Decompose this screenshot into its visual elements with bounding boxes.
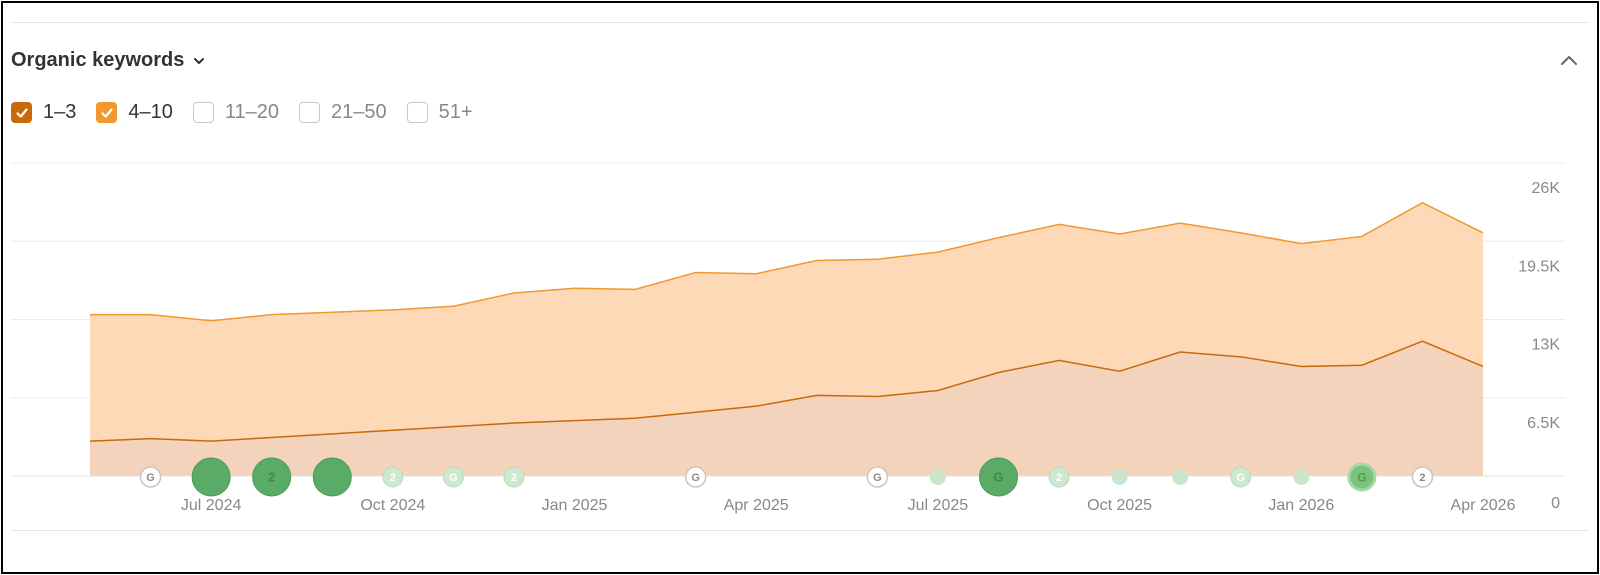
- x-tick-label: Apr 2025: [724, 497, 789, 514]
- annotation-label: G: [993, 470, 1003, 485]
- annotation-dot: [684, 466, 707, 488]
- annotation-dot: [1230, 466, 1252, 488]
- x-tick-label: Jan 2026: [1268, 497, 1334, 514]
- filter-label: 4–10: [128, 101, 173, 123]
- annotation-label: 2: [268, 470, 275, 485]
- filter-label: 21–50: [331, 101, 387, 123]
- annotation-label: G: [691, 472, 700, 484]
- filter-4[interactable]: 21–50: [299, 101, 387, 124]
- annotation-label: G: [1357, 470, 1366, 484]
- filter-5[interactable]: 51+: [406, 101, 473, 124]
- annotation-dot: [382, 466, 404, 488]
- annotation-dot: [1347, 462, 1377, 492]
- check-icon: [101, 107, 113, 118]
- annotation-marker[interactable]: 2: [252, 457, 292, 497]
- annotation-marker[interactable]: [929, 469, 946, 485]
- chevron-down-icon[interactable]: [192, 54, 206, 68]
- filter-1[interactable]: 1–3: [11, 101, 76, 124]
- annotation-label: G: [146, 472, 155, 484]
- filter-2[interactable]: 4–10: [96, 101, 173, 124]
- check-icon: [15, 107, 28, 118]
- annotation-marker[interactable]: [1172, 469, 1189, 485]
- annotation-marker[interactable]: 2: [1411, 466, 1434, 488]
- annotation-dot: [1172, 469, 1189, 485]
- filter-checkbox[interactable]: [192, 102, 214, 123]
- annotation-dot: [312, 457, 352, 497]
- annotation-marker[interactable]: [1111, 469, 1128, 485]
- area-series-4-10: [90, 202, 1483, 442]
- area-series-1-3: [90, 341, 1483, 476]
- annotation-label: 2: [1056, 472, 1062, 484]
- annotation-dot: [978, 457, 1018, 497]
- annotation-marker[interactable]: 2: [503, 466, 525, 488]
- panel-header[interactable]: Organic keywords: [11, 49, 206, 72]
- annotation-label: 2: [511, 472, 517, 484]
- annotation-marker[interactable]: 2: [382, 466, 404, 488]
- annotation-dot: [442, 466, 464, 488]
- y-tick-label: 19.5K: [1518, 258, 1560, 275]
- filter-checkbox[interactable]: [299, 102, 321, 123]
- annotation-label: 2: [1419, 472, 1425, 484]
- annotation-dot: [139, 466, 162, 488]
- filter-label: 1–3: [43, 101, 77, 123]
- annotation-dot: [1293, 469, 1310, 485]
- x-tick-label: Jul 2025: [908, 497, 969, 514]
- annotation-marker[interactable]: 2: [1048, 466, 1070, 488]
- annotation-marker[interactable]: G: [1230, 466, 1252, 488]
- annotation-marker[interactable]: G: [442, 466, 464, 488]
- annotation-dot: [252, 457, 292, 497]
- annotation-dot: [503, 466, 525, 488]
- annotation-marker[interactable]: G: [1347, 462, 1377, 492]
- x-tick-label: Jul 2024: [181, 497, 242, 514]
- annotation-dot: [929, 469, 946, 485]
- organic-keywords-chart: 0 6.5K 13K 19.5K 26K Jul 2024 Oct 2024 Jan 2025…: [11, 162, 1565, 514]
- panel-title: Organic keywords: [11, 49, 185, 71]
- annotation-marker[interactable]: G: [139, 466, 162, 488]
- annotation-label: G: [1236, 472, 1245, 484]
- x-tick-label: Oct 2025: [1087, 497, 1152, 514]
- filter-checkbox[interactable]: [11, 102, 32, 123]
- filter-label: 51+: [438, 101, 473, 123]
- annotation-dot: [1048, 466, 1070, 488]
- x-tick-label: Oct 2024: [360, 497, 425, 514]
- chevron-up-icon[interactable]: [1557, 49, 1581, 73]
- y-tick-label: 26K: [1532, 180, 1561, 197]
- annotation-marker[interactable]: G: [978, 457, 1018, 497]
- filter-checkbox[interactable]: [96, 102, 118, 123]
- y-tick-label: 0: [1551, 495, 1560, 512]
- annotation-label: 2: [390, 472, 396, 484]
- annotation-dot: [191, 457, 231, 497]
- y-tick-label: 13K: [1532, 337, 1561, 354]
- x-tick-label: Jan 2025: [542, 497, 608, 514]
- annotation-label: G: [449, 472, 458, 484]
- annotation-marker[interactable]: G: [684, 466, 707, 488]
- top-divider: [11, 22, 1589, 23]
- line-series-4-10: [90, 201, 1484, 322]
- annotation-dot: [866, 466, 889, 488]
- y-tick-label: 6.5K: [1527, 415, 1560, 432]
- annotation-label: G: [873, 472, 882, 484]
- filter-checkbox[interactable]: [406, 102, 428, 123]
- filter-3[interactable]: 11–20: [192, 101, 280, 124]
- line-series-1-3: [89, 340, 1484, 442]
- annotation-dot: [1411, 466, 1434, 488]
- bottom-divider: [11, 530, 1589, 531]
- x-tick-label: Apr 2026: [1451, 497, 1516, 514]
- annotation-marker[interactable]: [191, 457, 231, 497]
- annotation-marker[interactable]: [1293, 469, 1310, 485]
- annotation-dot: [1111, 469, 1128, 485]
- annotation-marker[interactable]: [312, 457, 352, 497]
- filter-label: 11–20: [224, 101, 280, 123]
- annotation-marker[interactable]: G: [866, 466, 889, 488]
- range-filters: 1–3 4–10 11–20 21–50 51+: [11, 101, 493, 124]
